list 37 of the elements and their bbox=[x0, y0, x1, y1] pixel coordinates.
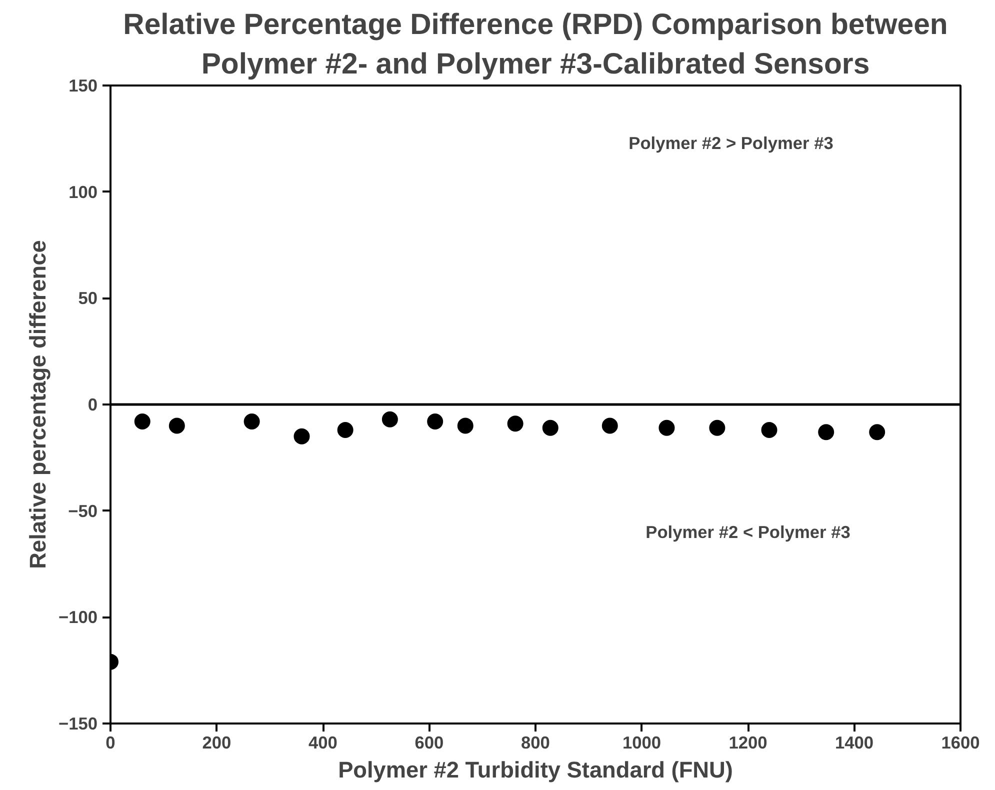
x-tick-label: 1600 bbox=[941, 732, 980, 752]
point bbox=[294, 428, 310, 444]
y-axis-title: Relative percentage difference bbox=[24, 240, 50, 569]
x-tick-label: 0 bbox=[106, 732, 116, 752]
point bbox=[658, 420, 675, 436]
x-tick-label: 600 bbox=[414, 732, 444, 752]
x-tick-label: 800 bbox=[521, 732, 550, 752]
point bbox=[134, 414, 150, 430]
chart-title: Relative Percentage Difference (RPD) Comparison between Polymer #2- and Polymer #3-Calibrated Sensors bbox=[123, 8, 948, 80]
x-tick-label: 1200 bbox=[728, 732, 768, 752]
y-tick-label: −150 bbox=[58, 714, 98, 734]
point bbox=[602, 418, 618, 434]
point bbox=[542, 420, 558, 436]
x-tick-label: 1400 bbox=[834, 732, 874, 752]
x-tick-label: 400 bbox=[308, 732, 338, 752]
point bbox=[168, 418, 185, 434]
point bbox=[818, 424, 834, 440]
x-axis-title: Polymer #2 Turbidity Standard (FNU) bbox=[338, 756, 733, 782]
y-tick-label: 150 bbox=[68, 76, 98, 96]
x-tick-label: 1000 bbox=[622, 732, 662, 752]
point bbox=[869, 424, 886, 440]
x-tick-label: 200 bbox=[202, 732, 232, 752]
y-tick-label: 50 bbox=[78, 288, 98, 308]
point bbox=[382, 411, 398, 428]
y-tick-label: −100 bbox=[58, 607, 98, 628]
annotation: Polymer #2 > Polymer #3 bbox=[628, 132, 834, 153]
point bbox=[709, 420, 726, 436]
annotation: Polymer #2 < Polymer #3 bbox=[646, 522, 851, 542]
point bbox=[427, 414, 444, 430]
point bbox=[457, 418, 474, 434]
point bbox=[761, 422, 778, 438]
y-tick-label: −50 bbox=[68, 500, 98, 521]
point bbox=[337, 422, 354, 438]
y-tick-label: 0 bbox=[88, 394, 98, 414]
point bbox=[244, 414, 260, 430]
point bbox=[507, 416, 524, 432]
y-tick-label: 100 bbox=[68, 182, 98, 202]
